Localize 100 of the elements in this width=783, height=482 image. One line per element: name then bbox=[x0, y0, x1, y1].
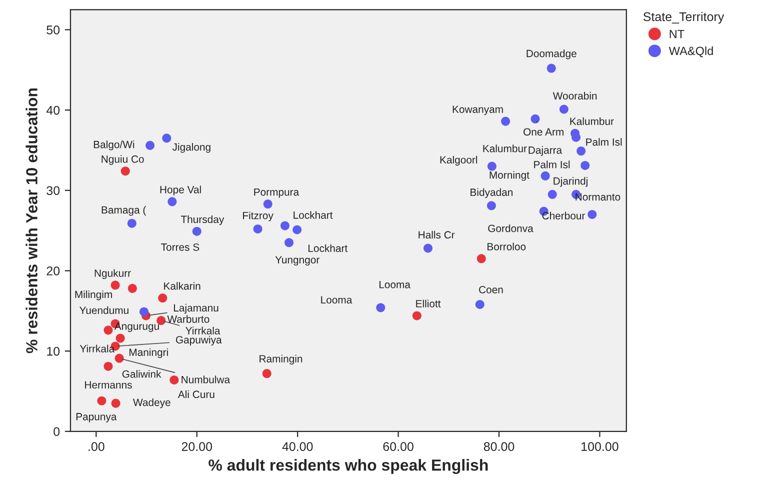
point bbox=[501, 116, 510, 126]
annotation: Coen bbox=[479, 286, 503, 294]
x-tick-label: 80.00 bbox=[484, 442, 514, 451]
annotation: Gordonva bbox=[488, 224, 534, 232]
annotation: Papunya bbox=[76, 413, 117, 422]
legend-label: NT bbox=[670, 30, 684, 38]
annotation: Kalumbur bbox=[483, 144, 527, 152]
point bbox=[530, 114, 540, 124]
annotation: Borroloo bbox=[488, 242, 526, 250]
annotation: Kowanyam bbox=[452, 106, 503, 116]
point bbox=[114, 354, 124, 363]
legend-title: State_Territory bbox=[643, 12, 724, 24]
point bbox=[576, 146, 586, 156]
annotation: Looma bbox=[321, 296, 352, 304]
annotation: Cherbour bbox=[542, 212, 586, 220]
annotation: Galiwink bbox=[122, 370, 162, 378]
point bbox=[548, 190, 557, 199]
annotation: Djarindj bbox=[554, 177, 588, 187]
point bbox=[170, 375, 179, 384]
point bbox=[262, 369, 272, 378]
point bbox=[110, 280, 120, 290]
point bbox=[168, 197, 177, 206]
annotation: Maningri bbox=[130, 348, 168, 358]
annotation: Dajarra bbox=[528, 146, 562, 156]
annotation: Hermanns bbox=[85, 381, 132, 389]
point bbox=[104, 326, 113, 335]
annotation: Woorabin bbox=[552, 92, 597, 100]
legend-label: WA&Qld bbox=[668, 46, 713, 58]
point bbox=[292, 225, 302, 234]
y-tick-label: 20 bbox=[46, 266, 60, 276]
point bbox=[192, 226, 202, 236]
annotation: Kalumbur bbox=[570, 117, 614, 126]
point bbox=[97, 396, 106, 406]
point bbox=[120, 166, 130, 176]
point bbox=[146, 140, 155, 150]
point bbox=[128, 284, 137, 293]
annotation: Ali Curu bbox=[178, 390, 214, 398]
x-tick-label: 60.00 bbox=[383, 442, 414, 451]
point bbox=[127, 218, 136, 228]
annotation: Yungngor bbox=[275, 256, 320, 266]
point bbox=[412, 311, 422, 320]
point bbox=[116, 334, 125, 343]
point bbox=[104, 362, 113, 371]
annotation: Lockhart bbox=[308, 244, 348, 252]
annotation: Pormpura bbox=[254, 188, 300, 198]
x-tick-label: 40.00 bbox=[282, 442, 313, 451]
point bbox=[376, 303, 386, 312]
x-tick-label: 20.00 bbox=[182, 442, 212, 451]
annotation: Palm Isl bbox=[534, 160, 570, 168]
annotation: Doomadge bbox=[526, 50, 576, 60]
point bbox=[158, 294, 168, 303]
y-tick-label: 40 bbox=[46, 106, 60, 115]
annotation: Warburto bbox=[167, 315, 210, 323]
annotation: Elliott bbox=[416, 300, 441, 308]
point bbox=[280, 221, 290, 230]
annotation: Nguiu Co bbox=[102, 155, 144, 165]
point bbox=[263, 200, 272, 209]
annotation: Ramingin bbox=[260, 354, 302, 365]
annotation: Fitzroy bbox=[243, 212, 274, 222]
annotation: Looma bbox=[379, 280, 410, 288]
point bbox=[253, 224, 262, 234]
annotation: Morningt bbox=[490, 171, 530, 181]
annotation: One Arm bbox=[524, 128, 564, 136]
annotation: Lockhart bbox=[294, 211, 333, 219]
annotation: Gapuwiya bbox=[176, 336, 222, 346]
point bbox=[546, 64, 556, 73]
point bbox=[540, 171, 550, 180]
point bbox=[580, 160, 590, 170]
point bbox=[475, 300, 484, 309]
point bbox=[588, 210, 597, 219]
x-axis-title: % adult residents who speak English bbox=[208, 459, 488, 474]
annotation: Normanto bbox=[576, 193, 620, 201]
annotation: Yuendumu bbox=[80, 306, 128, 314]
point bbox=[486, 201, 496, 210]
point bbox=[423, 244, 432, 253]
annotation: Wadeye bbox=[133, 398, 170, 408]
y-tick-label: 30 bbox=[46, 186, 60, 196]
annotation: Bidyadan bbox=[470, 188, 512, 198]
point bbox=[139, 307, 148, 316]
point bbox=[111, 398, 120, 408]
y-tick-label: 0 bbox=[54, 427, 60, 436]
point bbox=[487, 162, 496, 171]
annotation: Ngukurr bbox=[94, 269, 131, 279]
point bbox=[559, 104, 568, 114]
point bbox=[162, 134, 172, 143]
annotation: Yirrkala bbox=[80, 344, 115, 352]
annotation: Yirrkala bbox=[186, 326, 220, 334]
annotation: Halls Cr bbox=[418, 230, 455, 239]
annotation: Palm Isl bbox=[586, 138, 622, 146]
y-tick-label: 10 bbox=[47, 346, 60, 356]
annotation: Bamaga ( bbox=[102, 206, 146, 216]
annotation: Balgo/Wi bbox=[94, 140, 134, 150]
point bbox=[284, 238, 294, 248]
x-tick-label: .00 bbox=[88, 442, 104, 451]
annotation: Thursday bbox=[180, 215, 224, 226]
y-tick-label: 50 bbox=[46, 26, 60, 34]
annotation: Jigalong bbox=[172, 143, 210, 153]
annotation: Milingim bbox=[75, 290, 112, 300]
annotation: Kalkarin bbox=[164, 282, 200, 290]
annotation: Angurugu bbox=[114, 322, 159, 332]
